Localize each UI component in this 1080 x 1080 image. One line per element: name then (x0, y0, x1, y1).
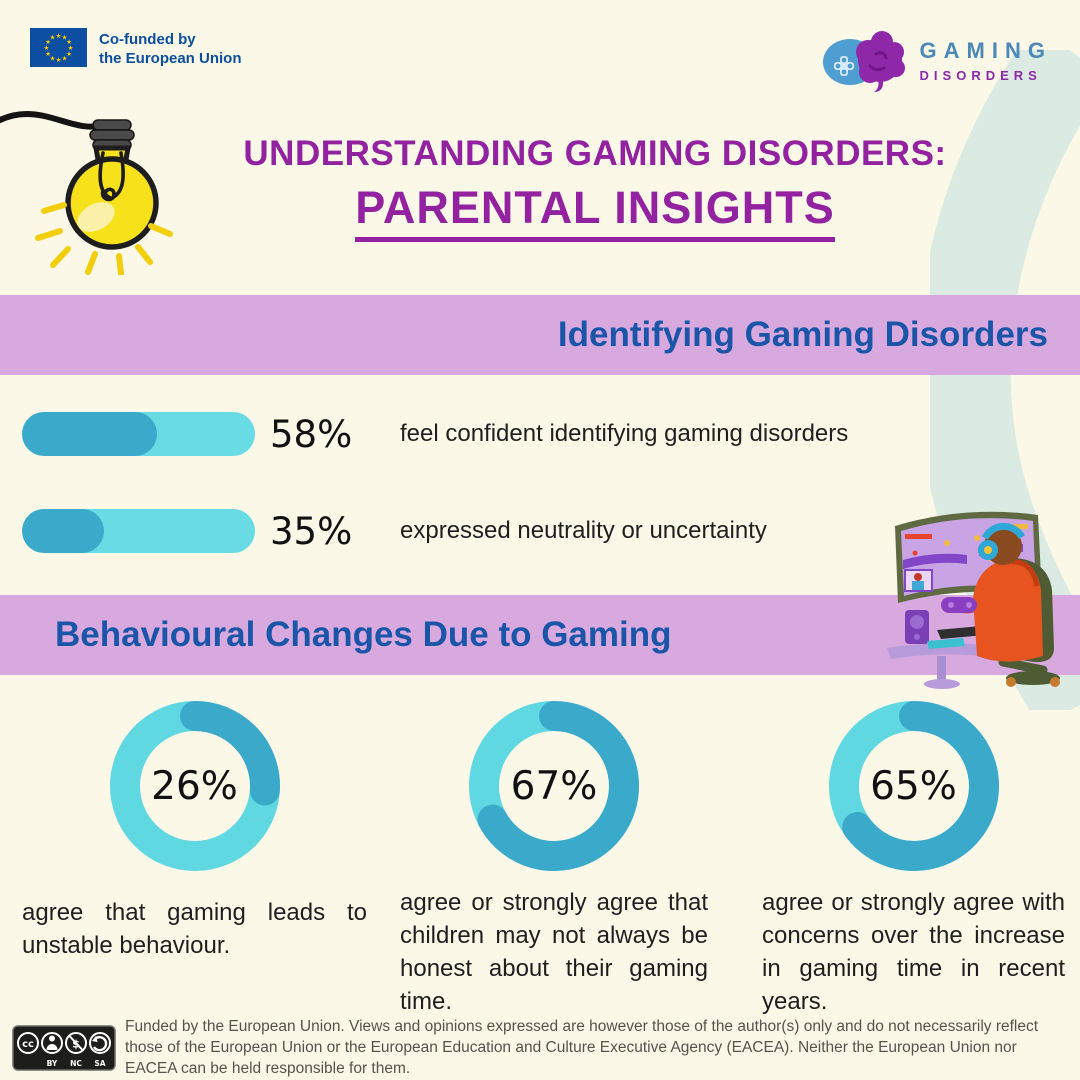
eu-text-line2: the European Union (99, 50, 242, 67)
donut-description: agree or strongly agree with concerns ov… (762, 889, 1065, 1015)
svg-text:★: ★ (68, 44, 74, 52)
eu-cofunded-text: Co-funded by the European Union (99, 28, 242, 68)
svg-text:★: ★ (45, 38, 51, 46)
donut-percent-label: 67% (510, 763, 598, 809)
section-banner-identifying: Identifying Gaming Disorders (0, 295, 1080, 375)
stat-percent-label: 58% (270, 412, 353, 456)
section-heading-identifying: Identifying Gaming Disorders (557, 315, 1048, 354)
creative-commons-license-icon: cc $ BY NC SA (12, 1025, 116, 1071)
section-banner-behavioural: Behavioural Changes Due to Gaming (0, 595, 1080, 675)
donut-percent-label: 65% (870, 763, 957, 809)
donut-ring (469, 701, 639, 871)
page-title-line2: PARENTAL INSIGHTS (355, 182, 835, 242)
stat-description: expressed neutrality or uncertainty (400, 517, 767, 544)
svg-text:★: ★ (43, 44, 49, 52)
svg-text:★: ★ (62, 54, 68, 62)
donut-block: 67% agree or strongly agree that childre… (400, 700, 708, 1018)
donut-description: agree that gaming leads to unstable beha… (22, 899, 367, 959)
progress-bar-fill (22, 412, 158, 456)
svg-text:★: ★ (66, 38, 72, 46)
donut-description: agree or strongly agree that children ma… (400, 889, 708, 1015)
brand-line2: DISORDERS (919, 67, 1042, 83)
footer: cc $ BY NC SA Funded by the European Uni… (12, 1016, 1054, 1079)
donut-percent-label: 26% (151, 763, 238, 809)
donut-chart: 26% (109, 700, 281, 872)
page-title: UNDERSTANDING GAMING DISORDERS: PARENTAL… (110, 134, 1080, 242)
donut-block: 26% agree that gaming leads to unstable … (22, 700, 367, 1018)
gaming-disorders-logo: GAMING DISORDERS (820, 26, 1052, 94)
svg-text:★: ★ (45, 50, 51, 58)
progress-bar-track (22, 412, 255, 456)
svg-text:cc: cc (22, 1039, 34, 1050)
progress-bar-fill (22, 509, 104, 553)
section-heading-behavioural: Behavioural Changes Due to Gaming (55, 615, 672, 654)
svg-text:★: ★ (56, 56, 62, 64)
cc-by-label: BY (47, 1059, 58, 1068)
brain-controller-icon (822, 31, 905, 92)
stat-percent-label: 35% (270, 509, 353, 553)
svg-text:★: ★ (66, 50, 72, 58)
gamer-at-computer-illustration (887, 511, 1060, 689)
progress-bar-track (22, 509, 255, 553)
eu-cofunded-logo: ★ ★ ★ ★ ★ ★ ★ ★ ★ ★ ★ ★ Co-funded by the Europea… (30, 28, 242, 68)
donut-charts-section: 26% agree that gaming leads to unstable … (22, 700, 1065, 1018)
eu-text-line1: Co-funded by (99, 31, 196, 48)
eu-flag-icon: ★ ★★ ★★★ ★★★ ★★★ (30, 28, 87, 67)
funding-disclaimer: Funded by the European Union. Views and … (125, 1018, 1039, 1077)
donut-chart: 65% (828, 700, 1000, 872)
page-title-line1: UNDERSTANDING GAMING DISORDERS: (243, 134, 947, 173)
donut-chart: 67% (468, 700, 640, 872)
cc-sa-label: SA (94, 1059, 105, 1068)
donut-block: 65% agree or strongly agree with concern… (762, 700, 1065, 1018)
lightbulb-icon (0, 111, 173, 275)
donut-ring (109, 701, 280, 871)
stat-description: feel confident identifying gaming disord… (400, 420, 849, 447)
svg-text:★: ★ (50, 34, 56, 42)
brand-wordmark: GAMING DISORDERS (920, 38, 1052, 83)
brand-line1: GAMING (919, 37, 1052, 63)
svg-text:★: ★ (62, 34, 68, 42)
cc-nc-label: NC (70, 1059, 82, 1068)
donut-ring (828, 701, 999, 871)
stat-bar-row: 58% feel confident identifying gaming di… (22, 412, 848, 456)
stat-bar-row: 35% expressed neutrality or uncertainty (22, 509, 767, 553)
svg-text:★: ★ (56, 32, 62, 40)
svg-text:★: ★ (50, 54, 56, 62)
